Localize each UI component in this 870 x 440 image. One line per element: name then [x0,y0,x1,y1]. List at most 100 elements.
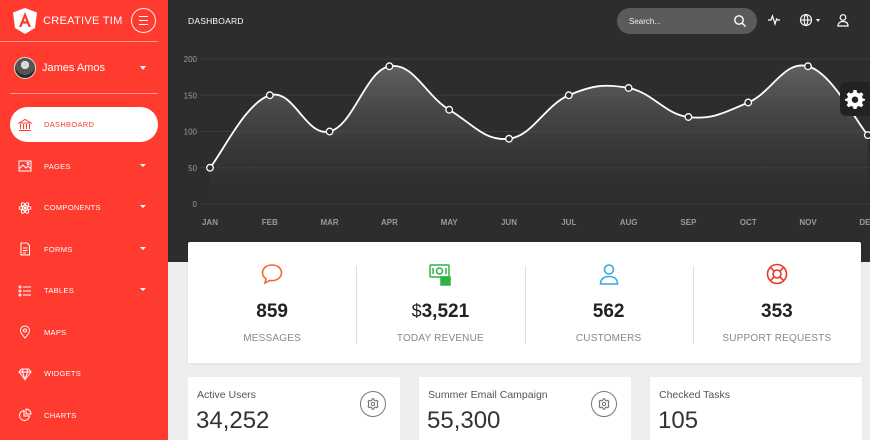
chart-point-nov[interactable] [804,62,812,71]
header-chart-panel: DASHBOARD Search... 0 50 100 150 200 JAN FEB M… [168,0,870,262]
stat-support: 353 SUPPORT REQUESTS [692,242,861,363]
brand-name: CREATIVE TIM [43,14,123,27]
stat-label: MESSAGES [243,333,301,344]
angular-logo-icon [13,7,37,34]
card-settings-button[interactable] [591,391,617,417]
chart-point-aug[interactable] [624,84,633,92]
chart-area-fill [210,65,868,205]
page-title: DASHBOARD [188,16,244,26]
chart-point-oct[interactable] [744,98,753,107]
chevron-down-icon [140,163,146,167]
stat-value: $3,521 [411,301,470,322]
y-tick-label: 150 [184,91,198,100]
area-chart: 0 50 100 150 200 JAN FEB MAR APR MAY JUN JUL AUG SEP… [168,42,870,237]
sidebar-item-label: WIDGETS [44,369,82,378]
x-tick-label: FEB [262,218,278,227]
card-settings-button[interactable] [360,391,386,417]
sidebar-item-charts[interactable]: CHARTS [10,398,158,433]
card-title: Active Users [197,389,256,401]
image-icon [18,159,32,173]
file-icon [18,242,32,256]
chart-point-may[interactable] [445,105,454,114]
chart-series-line [209,64,869,169]
sidebar-item-dashboard[interactable]: DASHBOARD [10,107,158,142]
search-icon[interactable] [733,14,747,28]
pin-icon [18,325,32,339]
sidebar-item-label: TABLES [44,286,75,295]
chart-point-jun[interactable] [505,134,513,143]
user-name: James Amos [42,61,105,74]
search-placeholder: Search... [629,16,662,26]
card-active-users: Active Users 34,252 [188,377,400,440]
diamond-icon [18,367,32,381]
sidebar-item-forms[interactable]: FORMS [10,232,158,267]
money-icon [429,264,452,286]
sidebar-item-pages[interactable]: PAGES [10,149,158,184]
sidebar-toggle-button[interactable] [131,8,156,33]
chart-point-apr[interactable] [385,62,394,71]
pie-chart-icon [18,408,32,422]
sidebar-item-components[interactable]: COMPONENTS [10,190,158,225]
stat-messages: 859 MESSAGES [188,242,356,363]
stats-card: 859 MESSAGES $3,521 TODAY REVENUE 562 CU… [188,242,861,363]
settings-button[interactable] [840,82,870,116]
user-menu[interactable]: James Amos [10,42,158,94]
chat-bubble-icon [261,264,283,285]
chart-point-jul[interactable] [564,91,573,100]
card-checked-tasks: Checked Tasks 105 [650,377,862,440]
user-icon [599,264,618,285]
x-tick-label: SEP [680,218,697,227]
sidebar-item-tables[interactable]: TABLES [10,273,158,308]
user-icon[interactable] [836,13,850,27]
sidebar-item-label: FORMS [44,244,73,254]
x-tick-label: NOV [799,218,817,227]
brand[interactable]: CREATIVE TIM [0,0,158,42]
sidebar-item-label: PAGES [44,161,71,171]
gear-icon [367,398,379,410]
chart-svg: 0 50 100 150 200 JAN FEB MAR APR MAY JUN JUL AUG SEP… [184,55,870,227]
activity-icon[interactable] [767,13,781,27]
sidebar: CREATIVE TIM James Amos DASHBOARD PAGES … [0,0,168,440]
globe-icon[interactable] [799,13,813,27]
x-tick-label: JUN [501,218,517,227]
chart-point-mar[interactable] [325,127,334,136]
sidebar-item-label: CHARTS [44,410,77,420]
x-tick-label: AUG [620,218,638,227]
y-tick-label: 100 [184,128,198,137]
menu-icon [139,15,148,27]
card-value: 55,300 [427,407,501,434]
atom-icon [18,201,32,215]
y-tick-label: 50 [188,164,197,173]
y-tick-label: 0 [193,200,198,209]
x-tick-label: APR [381,218,398,227]
avatar [14,56,36,79]
x-tick-label: DEC [859,218,870,227]
chart-point-jan[interactable] [206,163,214,172]
search-input[interactable]: Search... [617,8,757,34]
stat-revenue: $3,521 TODAY REVENUE [356,242,524,363]
chevron-down-icon [140,65,146,70]
chart-point-sep[interactable] [684,113,693,121]
chart-point-dec[interactable] [863,131,870,140]
gear-icon [598,398,610,410]
x-tick-label: MAR [320,218,338,227]
chevron-down-icon [140,205,146,208]
sidebar-item-widgets[interactable]: WIDGETS [10,356,158,391]
chevron-down-icon [816,19,820,22]
card-email-campaign: Summer Email Campaign 55,300 [419,377,631,440]
x-tick-label: JAN [202,218,218,227]
chevron-down-icon [140,288,146,291]
chevron-down-icon [140,246,146,250]
stat-label: TODAY REVENUE [396,333,484,344]
lifebuoy-icon [766,263,788,285]
y-tick-label: 200 [184,55,198,64]
x-tick-label: JUL [561,218,576,227]
sidebar-item-maps[interactable]: MAPS [10,315,158,350]
sidebar-item-label: COMPONENTS [44,203,101,212]
stat-value: 353 [761,301,793,322]
stat-label: SUPPORT REQUESTS [722,333,832,344]
stat-value: 859 [256,301,288,322]
card-value: 105 [658,407,699,434]
chart-point-feb[interactable] [265,91,274,100]
card-value: 34,252 [196,407,270,434]
